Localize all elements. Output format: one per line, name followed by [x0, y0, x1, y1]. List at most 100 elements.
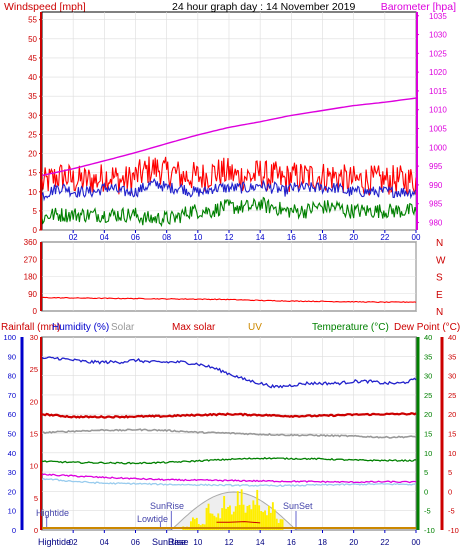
- dewpoint-tick-label: 10: [448, 449, 456, 458]
- uv-line: [216, 521, 261, 524]
- y-tick-label: 30: [28, 111, 37, 120]
- y-tick-label: 55: [28, 16, 37, 25]
- max-solar-label: Max solar: [172, 322, 216, 333]
- temp-tick-label: -5: [424, 507, 431, 516]
- rain-tick-label: 30: [30, 333, 38, 342]
- x-tick-label: 20: [349, 538, 358, 547]
- humidity-tick-label: 30: [8, 468, 16, 477]
- y-tick-label: 10: [28, 188, 37, 197]
- solar-bar: [269, 512, 272, 530]
- solar-bar: [254, 504, 257, 530]
- solar-bar: [262, 512, 264, 530]
- solar-bar: [229, 505, 231, 530]
- dewpoint-tick-label: 0: [448, 487, 452, 496]
- rain-series: [41, 356, 417, 487]
- x-tick-label: 18: [318, 233, 327, 242]
- x-tick-label: 06: [131, 233, 140, 242]
- solar-bar: [242, 504, 245, 530]
- barometer-axis-label: Barometer [hpa]: [381, 1, 456, 13]
- x-tick-label: 10: [193, 538, 202, 547]
- solar-bar: [275, 518, 278, 530]
- temp-tick-label: 5: [424, 468, 428, 477]
- y-right-tick-label: 990: [429, 181, 443, 190]
- solar-bar: [250, 509, 253, 530]
- solar-bar: [227, 507, 229, 530]
- barometer-series-line: [41, 97, 417, 177]
- y-tick-label: 35: [28, 92, 37, 101]
- sunset-label: SunSet: [283, 501, 313, 511]
- rain-tick-label: 0: [34, 526, 38, 535]
- bottom-x-axis: Hightide SunRise Base: [38, 537, 189, 547]
- y-tick-label: 270: [24, 255, 38, 264]
- solar-bar: [195, 517, 198, 530]
- temp-tick-label: -10: [424, 526, 435, 535]
- solar-bar: [246, 506, 249, 530]
- x-tick-label: 00: [412, 233, 421, 242]
- y-right-tick-label: 980: [429, 218, 443, 227]
- x-tick-label: 12: [225, 538, 234, 547]
- solar-bar: [234, 506, 237, 530]
- solar-axis-label: Solar: [111, 322, 135, 333]
- y-tick-label: 20: [28, 150, 37, 159]
- solar-bar: [258, 505, 261, 530]
- temp-tick-label: 20: [424, 410, 432, 419]
- dewpoint-tick-label: 35: [448, 352, 456, 361]
- y-right-tick-label: 1030: [429, 31, 447, 40]
- hightide-label: Hightide: [36, 508, 69, 518]
- magenta-line-series-line: [41, 473, 417, 484]
- y-right-tick-label: 1035: [429, 12, 447, 21]
- humidity-tick-label: 90: [8, 352, 16, 361]
- solar-bar: [225, 508, 227, 530]
- y-tick-label: 360: [24, 238, 38, 247]
- temp-tick-label: 0: [424, 487, 428, 496]
- solar-bar: [219, 518, 222, 530]
- y-tick-label: 5: [33, 207, 38, 216]
- grey-line-series-line: [41, 428, 417, 439]
- solar-bar: [260, 511, 263, 530]
- compass-label: N: [436, 307, 443, 318]
- rainfall-axis-label: Rainfall (mm): [1, 322, 60, 333]
- temperature-axis-label: Temperature (°C): [312, 322, 389, 333]
- x-tick-label: 00: [412, 538, 421, 547]
- rain-tick-label: 20: [30, 397, 38, 406]
- sun-solar-area: [42, 489, 416, 531]
- dew-point-axis-label: Dew Point (°C): [394, 322, 460, 333]
- compass-label: W: [436, 255, 446, 266]
- y-right-tick-label: 1025: [429, 49, 447, 58]
- solar-bar: [264, 510, 266, 530]
- rain-plot-grid: [42, 336, 417, 531]
- humidity-tick-label: 100: [3, 333, 16, 342]
- solar-bar: [223, 496, 226, 530]
- y-right-tick-label: 1010: [429, 106, 447, 115]
- x-tick-label: 18: [318, 538, 327, 547]
- solar-bar: [281, 519, 284, 530]
- x-tick-label: 22: [380, 233, 389, 242]
- y-tick-label: 15: [28, 169, 37, 178]
- x-tick-label: 08: [162, 233, 171, 242]
- y-tick-label: 25: [28, 130, 37, 139]
- solar-bar: [248, 504, 251, 530]
- y-right-tick-label: 1000: [429, 143, 447, 152]
- solar-bar: [205, 507, 208, 530]
- solar-bar: [221, 508, 224, 530]
- humidity-tick-label: 50: [8, 430, 16, 439]
- solar-bar: [240, 489, 243, 530]
- rain-tick-label: 25: [30, 365, 38, 374]
- x-tick-label: 12: [225, 233, 234, 242]
- solar-bar: [279, 519, 282, 530]
- compass-label: E: [436, 290, 443, 301]
- y-tick-label: 40: [28, 73, 37, 82]
- dewpoint-tick-label: 20: [448, 410, 456, 419]
- y-tick-label: 50: [28, 35, 37, 44]
- lowtide-label: Lowtide: [137, 514, 168, 524]
- wind-direction-line: [41, 296, 417, 304]
- x-tick-label: 06: [131, 538, 140, 547]
- temp-tick-label: 15: [424, 430, 432, 439]
- y-tick-label: 180: [24, 273, 38, 282]
- temp-tick-label: 25: [424, 391, 432, 400]
- wind-series: [41, 97, 417, 228]
- humidity-tick-label: 10: [8, 507, 16, 516]
- humidity-tick-label: 40: [8, 449, 16, 458]
